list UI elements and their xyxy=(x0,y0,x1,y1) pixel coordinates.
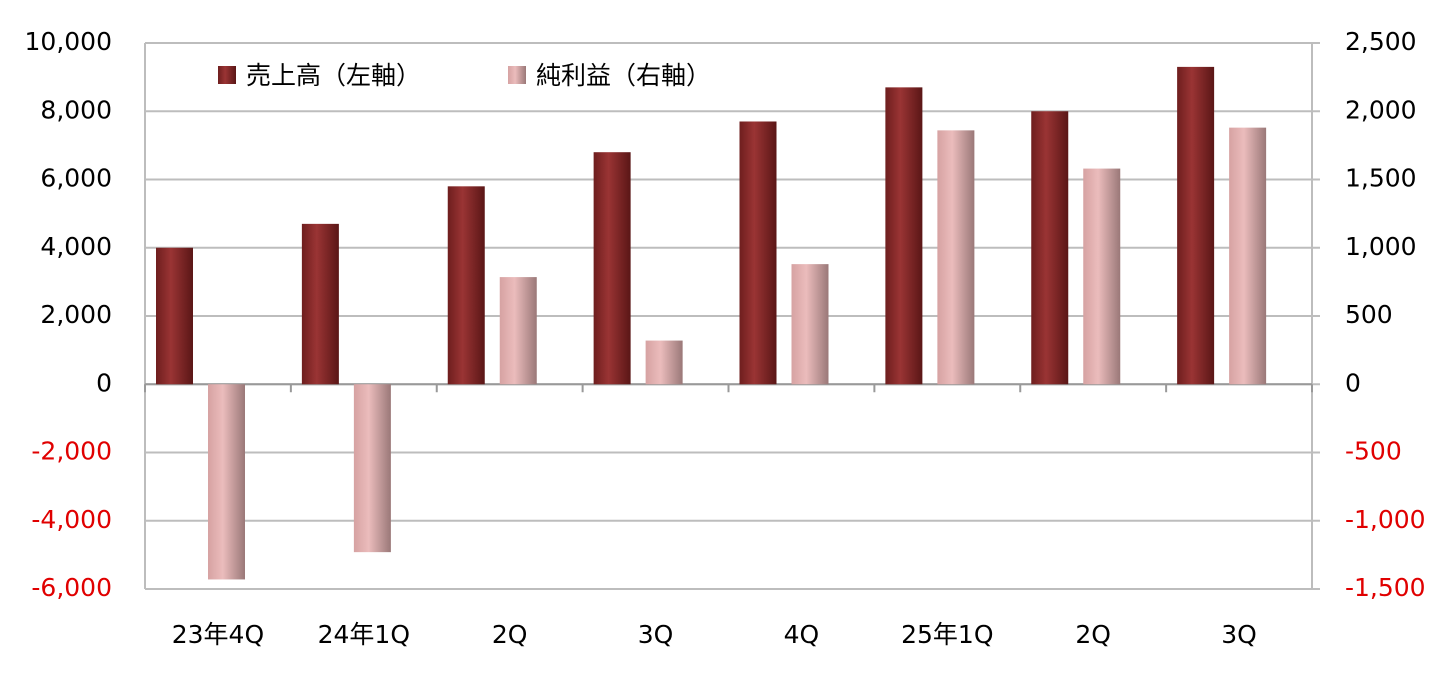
y2-tick-label: -1,000 xyxy=(1345,505,1426,534)
y2-tick-label: 500 xyxy=(1345,300,1393,329)
bar xyxy=(645,340,683,385)
bar xyxy=(791,264,829,385)
y-tick-label: 8,000 xyxy=(40,95,112,124)
y2-tick-label: -1,500 xyxy=(1345,573,1426,602)
y-tick-label: 4,000 xyxy=(40,232,112,261)
x-tick-label: 23年4Q xyxy=(172,620,264,649)
bar xyxy=(593,152,631,385)
bar xyxy=(1083,168,1121,385)
y2-tick-label: 2,000 xyxy=(1345,95,1417,124)
y-tick-label: 0 xyxy=(96,368,112,397)
bar xyxy=(353,384,391,553)
bar xyxy=(1177,66,1215,385)
y2-tick-label: 1,000 xyxy=(1345,232,1417,261)
bar xyxy=(1229,127,1267,385)
legend-swatch xyxy=(218,66,236,84)
y-tick-label: -2,000 xyxy=(31,437,112,466)
x-tick-label: 24年1Q xyxy=(318,620,410,649)
legend-label: 純利益（右軸） xyxy=(536,61,711,90)
x-tick-label: 2Q xyxy=(1075,620,1111,649)
bar xyxy=(208,384,245,580)
bar xyxy=(1031,111,1069,385)
x-tick-label: 4Q xyxy=(784,620,820,649)
bar xyxy=(156,247,193,385)
y-tick-label: -4,000 xyxy=(31,505,112,534)
x-tick-label: 25年1Q xyxy=(901,620,993,649)
x-tick-label: 3Q xyxy=(638,620,674,649)
x-tick-label: 3Q xyxy=(1221,620,1257,649)
y-tick-label: -6,000 xyxy=(31,573,112,602)
y2-tick-label: 1,500 xyxy=(1345,164,1417,193)
bar xyxy=(301,223,339,385)
bar xyxy=(885,87,923,385)
x-tick-label: 2Q xyxy=(492,620,528,649)
legend-label: 売上高（左軸） xyxy=(246,61,421,90)
y-tick-label: 10,000 xyxy=(25,27,112,56)
bar xyxy=(499,277,537,385)
bar xyxy=(739,121,777,385)
bar xyxy=(447,186,485,385)
y-tick-label: 6,000 xyxy=(40,164,112,193)
legend-swatch xyxy=(508,66,526,84)
y-tick-label: 2,000 xyxy=(40,300,112,329)
y2-tick-label: 2,500 xyxy=(1345,27,1417,56)
y2-tick-label: 0 xyxy=(1345,368,1361,397)
y2-tick-label: -500 xyxy=(1345,437,1402,466)
bar xyxy=(937,130,975,385)
